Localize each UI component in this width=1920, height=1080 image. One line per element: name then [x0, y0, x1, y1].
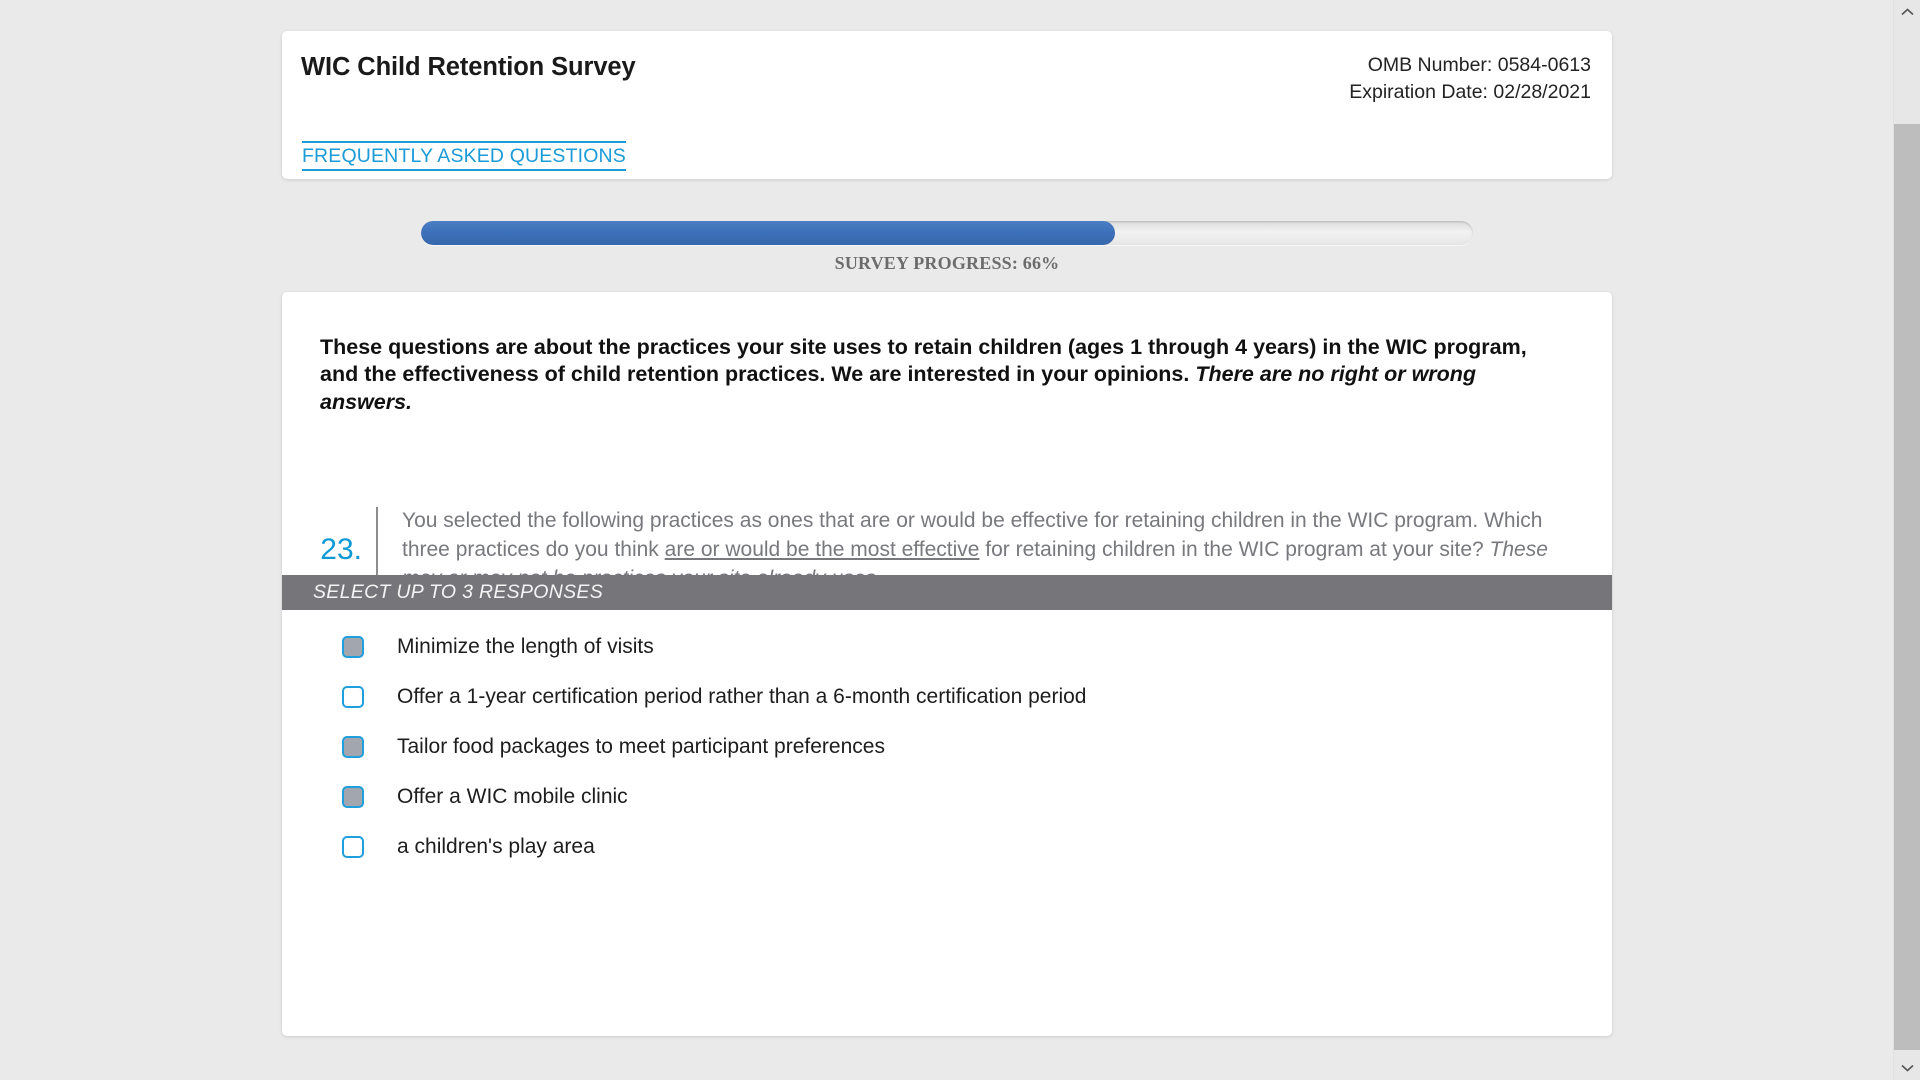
survey-main-card: These questions are about the practices … [282, 292, 1612, 1036]
instruction-bar: SELECT UP TO 3 RESPONSES [282, 575, 1612, 610]
progress-label: SURVEY PROGRESS: 66% [834, 253, 1060, 273]
option-label: Offer a WIC mobile clinic [397, 785, 628, 808]
checkbox-checked[interactable] [342, 736, 364, 758]
scroll-down-arrow-icon[interactable] [1894, 1056, 1920, 1080]
intro-text-emphasis: There are no right or wrong answers. [320, 362, 1477, 414]
page-title: WIC Child Retention Survey [301, 53, 636, 81]
question-text-part1: You selected the following practices as … [402, 509, 1543, 561]
survey-header-card: WIC Child Retention Survey OMB Number: 0… [282, 31, 1612, 179]
checkbox-checked[interactable] [342, 786, 364, 808]
checkbox-unchecked[interactable] [342, 836, 364, 858]
option-label: Offer a 1-year certification period rath… [397, 685, 1087, 708]
question-block: 23. You selected the following practices… [320, 507, 1580, 594]
question-number: 23. [320, 533, 362, 567]
checkbox-unchecked[interactable] [342, 686, 364, 708]
checkbox-checked[interactable] [342, 636, 364, 658]
option-label: a children's play area [397, 835, 595, 858]
omb-info: OMB Number: 0584-0613 Expiration Date: 0… [1349, 52, 1591, 105]
option-row[interactable]: Minimize the length of visits [282, 622, 1612, 672]
question-text-underlined: are or would be the most effective [664, 537, 980, 561]
option-row[interactable]: a children's play area [282, 822, 1612, 872]
intro-paragraph: These questions are about the practices … [320, 334, 1563, 416]
option-row[interactable]: Offer a 1-year certification period rath… [282, 672, 1612, 722]
progress-track [421, 221, 1473, 245]
instruction-bar-label: SELECT UP TO 3 RESPONSES [313, 581, 604, 603]
progress-fill [421, 221, 1116, 245]
expiration-date: Expiration Date: 02/28/2021 [1349, 80, 1591, 103]
question-divider [376, 507, 378, 594]
scroll-up-arrow-icon[interactable] [1894, 0, 1920, 24]
question-text-part2: for retaining children in the WIC progra… [979, 537, 1490, 561]
option-label: Tailor food packages to meet participant… [397, 735, 885, 758]
faq-link[interactable]: FREQUENTLY ASKED QUESTIONS [302, 141, 626, 171]
options-list: Minimize the length of visits Offer a 1-y… [282, 622, 1612, 872]
option-row[interactable]: Tailor food packages to meet participant… [282, 722, 1612, 772]
option-label: Minimize the length of visits [397, 635, 654, 658]
scrollbar-thumb[interactable] [1894, 124, 1920, 1050]
omb-number: OMB Number: 0584-0613 [1367, 54, 1591, 76]
intro-text-plain: These questions are about the practices … [320, 335, 1527, 387]
survey-progress: SURVEY PROGRESS: 66% [421, 221, 1473, 274]
option-row[interactable]: Offer a WIC mobile clinic [282, 772, 1612, 822]
vertical-scrollbar[interactable] [1893, 0, 1920, 1080]
